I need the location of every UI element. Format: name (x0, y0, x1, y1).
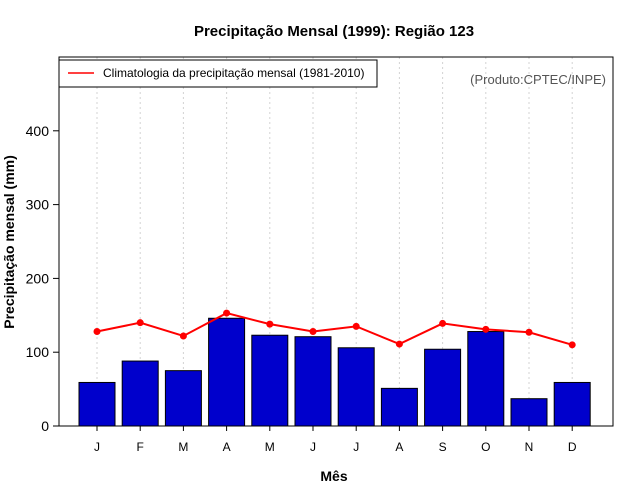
product-credit: (Produto:CPTEC/INPE) (470, 72, 606, 87)
y-tick-label-0: 0 (41, 418, 49, 434)
legend-label-climatology: Climatologia da precipitação mensal (198… (103, 66, 364, 80)
bar-9 (467, 331, 505, 427)
x-tick-label-1: F (137, 440, 144, 454)
precipitation-bars (78, 317, 591, 427)
climatology-point-2 (179, 332, 187, 340)
climatology-point-11 (568, 341, 576, 349)
bar-3 (208, 317, 246, 427)
x-tick-label-4: M (265, 440, 275, 454)
climatology-point-7 (395, 340, 403, 348)
y-axis: 0 100 200 300 400 (26, 123, 59, 434)
bar-7 (380, 387, 418, 427)
climatology-point-0 (93, 328, 101, 336)
x-tick-label-9: O (481, 440, 490, 454)
climatology-point-10 (525, 328, 533, 336)
bar-6 (337, 347, 375, 427)
legend: Climatologia da precipitação mensal (198… (58, 59, 378, 88)
climatology-line-series (93, 309, 576, 349)
x-tick-label-10: N (525, 440, 534, 454)
bar-5 (294, 336, 332, 427)
x-tick-label-2: M (178, 440, 188, 454)
climatology-point-5 (309, 328, 317, 336)
climatology-point-4 (266, 320, 274, 328)
bar-11 (553, 381, 591, 427)
y-tick-label-300: 300 (26, 197, 50, 213)
x-tick-label-3: A (223, 440, 231, 454)
x-tick-label-8: S (439, 440, 447, 454)
y-tick-label-400: 400 (26, 123, 50, 139)
chart-title: Precipitação Mensal (1999): Região 123 (194, 23, 474, 40)
bar-1 (121, 360, 159, 427)
x-tick-label-5: J (310, 440, 316, 454)
y-tick-label-100: 100 (26, 344, 50, 360)
bar-0 (78, 381, 116, 427)
bar-8 (424, 348, 462, 427)
vertical-gridlines (96, 57, 573, 426)
x-tick-label-11: D (568, 440, 577, 454)
climatology-point-1 (136, 319, 144, 327)
bar-2 (164, 370, 202, 427)
climatology-point-9 (482, 325, 490, 333)
plot-frame (58, 56, 614, 427)
climatology-point-8 (439, 319, 447, 327)
bar-10 (510, 398, 548, 427)
climatology-point-6 (352, 322, 360, 330)
climatology-line (96, 312, 573, 346)
bar-4 (251, 334, 289, 427)
y-tick-label-200: 200 (26, 270, 50, 286)
legend-box (58, 59, 378, 88)
x-axis-title: Mês (320, 468, 347, 484)
x-tick-label-6: J (353, 440, 359, 454)
climatology-point-3 (223, 309, 231, 317)
x-tick-label-7: A (395, 440, 403, 454)
x-tick-label-0: J (94, 440, 100, 454)
y-axis-title: Precipitação mensal (mm) (1, 155, 17, 329)
